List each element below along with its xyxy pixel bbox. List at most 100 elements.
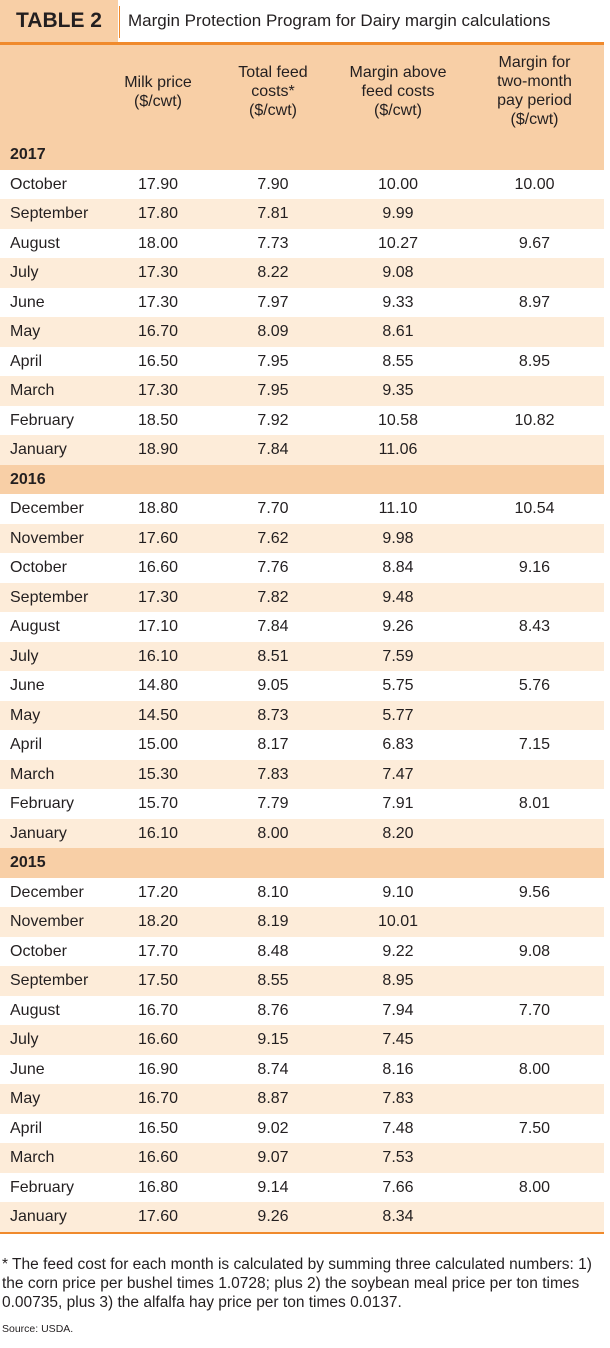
two-month-margin-cell: 8.97 [518, 293, 551, 311]
column-header-line: costs* [251, 83, 295, 100]
margin-cell: 10.01 [377, 913, 419, 930]
feed-cost-cell: 7.92 [257, 411, 289, 429]
milk-price-cell: 17.20 [137, 883, 179, 901]
margin-cell: 9.08 [382, 264, 414, 281]
column-header-3: Margin above feed costs ($/cwt) [333, 63, 463, 120]
column-header-1: Milk price ($/cwt) [108, 73, 208, 111]
margin-cell: 8.55 [382, 352, 414, 370]
milk-price-cell: 17.30 [137, 382, 179, 399]
month-cell: August [10, 1001, 60, 1019]
table-row: February 15.70 7.79 7.91 8.01 [0, 789, 604, 819]
two-month-margin-cell: 8.43 [518, 618, 551, 635]
table-row: June 17.30 7.97 9.33 8.97 [0, 288, 604, 318]
feed-cost-cell: 8.19 [257, 913, 289, 930]
margin-cell: 7.59 [382, 647, 414, 665]
feed-cost-cell: 7.76 [257, 559, 289, 576]
column-header-line: ($/cwt) [374, 102, 422, 119]
column-header-line: ($/cwt) [134, 93, 182, 110]
month-cell: December [10, 883, 84, 901]
table-row: July 16.10 8.51 7.59 [0, 641, 604, 671]
milk-price-cell: 18.20 [137, 913, 179, 930]
milk-price-cell: 16.60 [137, 559, 179, 576]
footnote: * The feed cost for each month is calcul… [2, 1256, 592, 1311]
year-label: 2017 [10, 146, 46, 163]
month-cell: November [10, 913, 84, 930]
table-title: Margin Protection Program for Dairy marg… [128, 11, 551, 30]
margin-cell: 11.06 [378, 441, 418, 458]
table-label: TABLE 2 [0, 0, 118, 42]
milk-price-cell: 16.70 [137, 323, 179, 340]
two-month-margin-cell: 9.08 [518, 942, 551, 960]
month-cell: May [10, 706, 41, 724]
margin-cell: 5.77 [382, 706, 414, 724]
feed-cost-cell: 9.15 [257, 1031, 289, 1048]
month-cell: August [10, 234, 60, 252]
table-row: October 17.90 7.90 10.00 10.00 [0, 170, 604, 200]
milk-price-cell: 14.50 [137, 706, 179, 724]
milk-price-cell: 17.60 [137, 1208, 179, 1225]
two-month-margin-cell: 10.54 [514, 500, 555, 517]
feed-cost-cell: 7.82 [257, 588, 289, 606]
table-row: July 16.60 9.15 7.45 [0, 1025, 604, 1055]
margin-cell: 9.26 [382, 618, 414, 635]
feed-cost-cell: 9.05 [257, 677, 289, 694]
margin-cell: 8.34 [382, 1208, 414, 1225]
margin-cell: 7.48 [382, 1119, 414, 1137]
two-month-margin-cell: 8.95 [518, 352, 551, 370]
month-cell: February [10, 795, 75, 812]
source-note: Source: USDA. [2, 1323, 74, 1335]
milk-price-cell: 17.70 [137, 942, 179, 960]
milk-price-cell: 16.60 [137, 1149, 179, 1166]
table-row: June 16.90 8.74 8.16 8.00 [0, 1055, 604, 1085]
month-cell: October [10, 942, 67, 960]
table-row: February 16.80 9.14 7.66 8.00 [0, 1173, 604, 1203]
feed-cost-cell: 7.83 [257, 765, 289, 783]
table-row: April 15.00 8.17 6.83 7.15 [0, 730, 604, 760]
month-cell: November [10, 529, 84, 547]
header-divider [119, 6, 120, 38]
margin-cell: 9.10 [382, 883, 414, 901]
table-row: November 18.20 8.19 10.01 [0, 907, 604, 937]
milk-price-cell: 18.00 [137, 234, 179, 252]
margin-cell: 8.16 [382, 1060, 414, 1078]
table-row: March 16.60 9.07 7.53 [0, 1143, 604, 1173]
column-header-line: Total feed [238, 64, 308, 81]
feed-cost-cell: 8.10 [257, 883, 289, 901]
table-row: December 17.20 8.10 9.10 9.56 [0, 878, 604, 908]
table-row: March 15.30 7.83 7.47 [0, 759, 604, 789]
milk-price-cell: 17.30 [137, 293, 179, 311]
margin-cell: 7.66 [382, 1178, 414, 1196]
month-cell: May [10, 1090, 41, 1107]
milk-price-cell: 16.50 [137, 352, 179, 370]
feed-cost-cell: 8.87 [257, 1090, 289, 1107]
feed-cost-cell: 8.74 [257, 1060, 289, 1078]
table-row: April 16.50 9.02 7.48 7.50 [0, 1114, 604, 1144]
feed-cost-cell: 9.02 [257, 1119, 289, 1137]
two-month-margin-cell: 9.16 [518, 559, 551, 576]
year-row: 2015 [0, 848, 604, 878]
month-cell: April [10, 736, 43, 753]
month-cell: February [10, 411, 75, 429]
margin-cell: 7.94 [382, 1001, 414, 1019]
feed-cost-cell: 8.09 [257, 323, 289, 340]
margin-cell: 5.75 [382, 677, 414, 694]
margin-cell: 9.98 [382, 529, 414, 547]
milk-price-cell: 17.10 [137, 618, 179, 635]
milk-price-cell: 17.30 [137, 264, 179, 281]
month-cell: June [10, 677, 45, 694]
milk-price-cell: 17.90 [137, 175, 179, 193]
feed-cost-cell: 7.84 [257, 618, 289, 635]
feed-cost-cell: 7.81 [257, 205, 289, 222]
margin-cell: 9.35 [382, 382, 414, 399]
margin-cell: 7.53 [382, 1149, 414, 1166]
feed-cost-cell: 8.51 [257, 647, 289, 665]
margin-cell: 9.99 [382, 205, 414, 222]
feed-cost-cell: 8.22 [257, 264, 289, 281]
month-cell: June [10, 1060, 45, 1078]
margin-cell: 10.58 [377, 411, 419, 429]
milk-price-cell: 18.50 [137, 411, 179, 429]
feed-cost-cell: 7.62 [257, 529, 289, 547]
year-label: 2015 [10, 854, 46, 871]
two-month-margin-cell: 8.01 [518, 795, 551, 812]
table-row: May 14.50 8.73 5.77 [0, 700, 604, 730]
